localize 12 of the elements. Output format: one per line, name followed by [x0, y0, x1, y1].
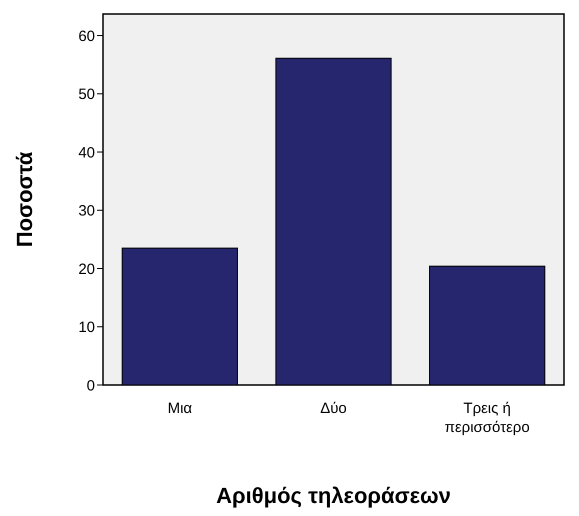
y-tick-label: 10: [78, 319, 95, 336]
y-axis-title: Ποσοστά: [12, 151, 37, 248]
y-tick-label: 40: [78, 144, 95, 162]
x-tick-label: Δύο: [320, 400, 347, 417]
x-tick-label: Τρεις ή περισσότερο: [444, 400, 530, 436]
y-tick-label: 60: [78, 28, 95, 45]
y-tick-label: 0: [86, 377, 95, 394]
y-tick-label: 30: [78, 202, 95, 220]
x-axis-title: Αριθμός τηλεοράσεων: [216, 483, 451, 508]
y-tick-label: 20: [78, 260, 95, 278]
x-tick-label: Μια: [168, 400, 192, 417]
y-tick-label: 50: [78, 86, 95, 104]
